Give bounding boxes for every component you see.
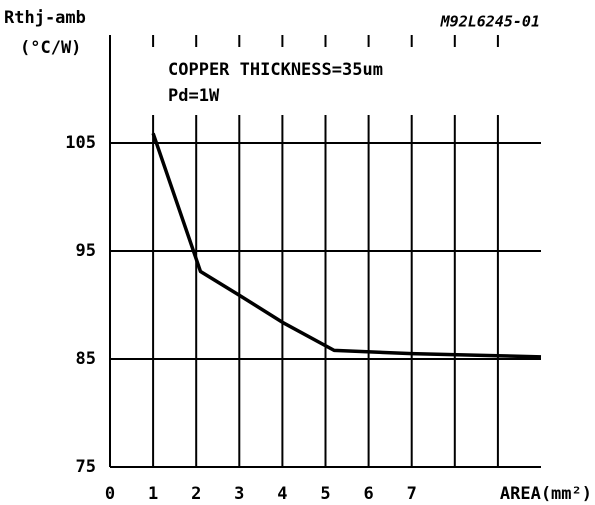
- y-tick-label: 75: [76, 457, 96, 477]
- x-tick-label: 7: [407, 484, 417, 504]
- figure-code: M92L6245-01: [440, 13, 540, 31]
- x-tick-label: 5: [320, 484, 330, 504]
- x-tick-label: 4: [277, 484, 287, 504]
- y-tick-label: 95: [76, 241, 96, 261]
- y-tick-label: 85: [76, 349, 96, 369]
- annotation: COPPER THICKNESS=35um: [168, 60, 383, 80]
- y-unit: (°C/W): [20, 38, 81, 58]
- x-tick-label: 0: [105, 484, 115, 504]
- annotation: Pd=1W: [168, 86, 220, 106]
- data-line: [151, 132, 542, 359]
- y-tick-label: 105: [65, 133, 96, 153]
- x-tick-label: 6: [363, 484, 373, 504]
- x-tick-label: 3: [234, 484, 244, 504]
- x-label: AREA(mm²): [500, 484, 592, 504]
- y-label: Rthj-amb: [4, 8, 86, 28]
- x-tick-label: 2: [191, 484, 201, 504]
- x-tick-label: 1: [148, 484, 158, 504]
